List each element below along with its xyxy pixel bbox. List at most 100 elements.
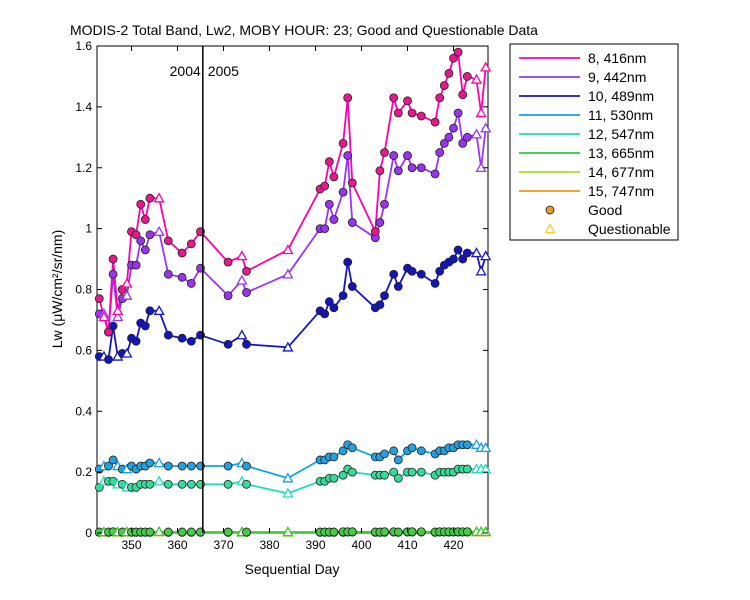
good-point [347,527,357,537]
good-point [177,272,187,282]
good-point [435,93,445,103]
y-tick-label: 1.4 [75,100,92,114]
questionable-point [153,225,165,236]
good-point [393,527,403,537]
x-tick-label: 350 [121,538,141,552]
x-tick-label: 360 [167,538,187,552]
y-tick-label: 0.2 [75,465,92,479]
chart-title: MODIS-2 Total Band, Lw2, MOBY HOUR: 23; … [70,22,538,38]
good-point [329,303,339,313]
legend-label: 15, 747nm [588,183,654,199]
good-point [223,257,233,267]
good-point [416,446,426,456]
good-point [324,157,334,167]
good-point [407,443,417,453]
good-point [416,269,426,279]
good-point [393,282,403,291]
questionable-point [153,457,165,468]
questionable-point [236,274,248,285]
questionable-point [153,475,165,486]
good-point [435,148,445,157]
questionable-point [236,329,248,340]
good-point [389,93,399,103]
questionable-point [480,441,492,453]
good-point [329,473,339,483]
good-point [177,333,187,343]
good-point [223,339,233,349]
questionable-point [153,525,165,537]
y-axis-label: Lw (μW/cm²/sr/nm) [49,230,65,349]
y-tick-label: 1.6 [75,39,92,53]
y-tick-label: 0.8 [75,283,92,297]
good-point [439,81,449,90]
questionable-point [470,247,483,258]
good-point [347,443,357,453]
good-point [242,527,251,537]
good-point [186,461,196,471]
x-tick-label: 410 [397,538,417,552]
x-tick-label: 390 [305,538,325,552]
good-point [462,72,472,81]
good-point [145,193,155,203]
good-point [380,291,389,300]
legend: 8, 416nm 9, 442nm 10, 489nm 11, 530nm 12, 54… [509,43,679,241]
good-point [343,93,353,103]
good-point [453,108,463,118]
good-point [449,123,458,133]
x-axis: 350 360 370 380 390 400 410 420 [121,46,464,552]
year-label-left: 2004 [170,63,201,79]
good-point [338,470,348,480]
good-point [403,96,412,106]
questionable-point [282,526,294,537]
good-point [462,132,472,142]
good-point [449,53,458,63]
good-point [163,461,173,471]
good-point [407,108,417,118]
good-point [347,467,357,477]
x-tick-label: 420 [443,538,463,552]
y-tick-label: 0.4 [75,404,92,418]
good-point [320,224,330,234]
legend-label: 14, 677nm [588,164,654,180]
plot-area: 2004 2005 [94,45,492,537]
questionable-point [153,304,165,316]
good-point [145,527,155,537]
good-point [462,248,472,258]
questionable-point [480,61,492,72]
good-point [407,163,417,173]
good-point [177,479,187,489]
good-point [393,166,403,176]
legend-label: 11, 530nm [588,107,653,123]
legend-label: 13, 665nm [588,145,654,161]
good-point [186,527,196,537]
questionable-point [153,192,165,203]
good-point [145,230,155,240]
good-point [163,527,173,537]
good-point [416,163,426,173]
good-point [320,309,330,319]
legend-label: 9, 442nm [588,69,646,85]
good-point [108,455,118,465]
questionable-point [475,265,487,276]
good-point [453,47,463,57]
questionable-point [112,311,124,322]
good-point [462,464,472,474]
good-point [324,297,334,307]
legend-good-marker [545,205,555,215]
good-point [389,446,399,456]
good-point [407,467,417,477]
good-point [163,330,173,340]
good-point [145,479,155,489]
good-point [380,527,389,537]
good-point [140,245,150,255]
good-point [94,294,104,304]
good-point [338,138,348,148]
good-point [329,172,339,182]
good-point [104,327,113,337]
good-point [375,300,385,310]
good-point [131,230,141,240]
legend-questionable-marker [544,223,556,234]
legend-label: Questionable [588,221,671,237]
good-point [223,479,233,489]
